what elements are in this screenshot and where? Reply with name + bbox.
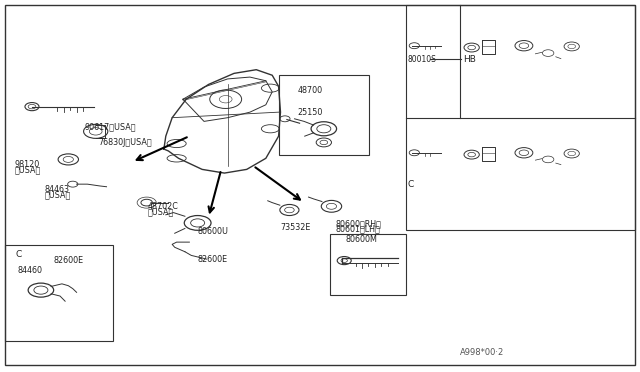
Text: 80600M: 80600M [346, 235, 378, 244]
Text: 48702C: 48702C [148, 202, 179, 211]
Text: 80600U: 80600U [198, 227, 228, 235]
Text: 〈USA〉: 〈USA〉 [148, 207, 174, 217]
Text: 90617〈USA〉: 90617〈USA〉 [84, 122, 136, 131]
Text: 80601〈LH〉: 80601〈LH〉 [336, 225, 381, 234]
Text: 〈USA〉: 〈USA〉 [14, 166, 40, 174]
Text: 80600〈RH〉: 80600〈RH〉 [336, 219, 382, 228]
Text: 80010S: 80010S [408, 55, 437, 64]
Text: 48700: 48700 [298, 86, 323, 95]
Text: HB: HB [463, 55, 476, 64]
Text: 84460: 84460 [17, 266, 42, 275]
Text: 25150: 25150 [298, 108, 323, 118]
Text: 82600E: 82600E [198, 255, 228, 264]
Text: 98120: 98120 [14, 160, 40, 169]
Text: 73532E: 73532E [280, 223, 311, 232]
Text: 82600E: 82600E [54, 256, 84, 265]
Text: A998*00·2: A998*00·2 [460, 348, 504, 357]
Text: 〈USA〉: 〈USA〉 [45, 191, 71, 200]
Text: 84463: 84463 [45, 185, 70, 194]
Text: 76830J〈USA〉: 76830J〈USA〉 [99, 138, 152, 147]
Text: C: C [408, 180, 414, 189]
Text: C: C [15, 250, 22, 259]
